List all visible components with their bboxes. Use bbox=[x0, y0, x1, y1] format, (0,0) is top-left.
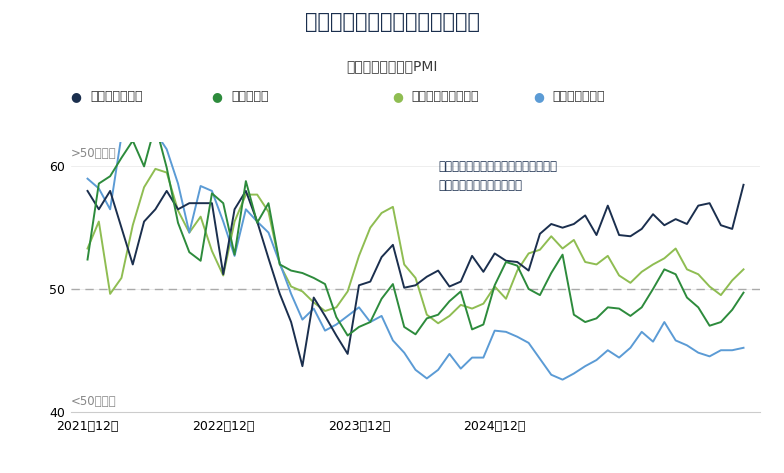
Text: 米国製造業: 米国製造業 bbox=[231, 90, 269, 104]
Text: ●: ● bbox=[533, 90, 544, 104]
Text: >50＝拡大: >50＝拡大 bbox=[71, 147, 116, 160]
Text: 経済成長と政策スタンスが乖離: 経済成長と政策スタンスが乖離 bbox=[304, 12, 480, 32]
Text: ●: ● bbox=[392, 90, 403, 104]
Text: 米国の事業活動は打たれ強い一方で、
欧州は製造業を中心に軟調: 米国の事業活動は打たれ強い一方で、 欧州は製造業を中心に軟調 bbox=[438, 160, 557, 193]
Text: 米国とユーロ圏のPMI: 米国とユーロ圏のPMI bbox=[347, 59, 437, 73]
Text: <50＝縮小: <50＝縮小 bbox=[71, 395, 116, 408]
Text: ●: ● bbox=[212, 90, 223, 104]
Text: 米国サービス業: 米国サービス業 bbox=[90, 90, 143, 104]
Text: ●: ● bbox=[71, 90, 82, 104]
Text: ユーロ圏製造業: ユーロ圏製造業 bbox=[553, 90, 605, 104]
Text: ユーロ圏サービス業: ユーロ圏サービス業 bbox=[412, 90, 479, 104]
